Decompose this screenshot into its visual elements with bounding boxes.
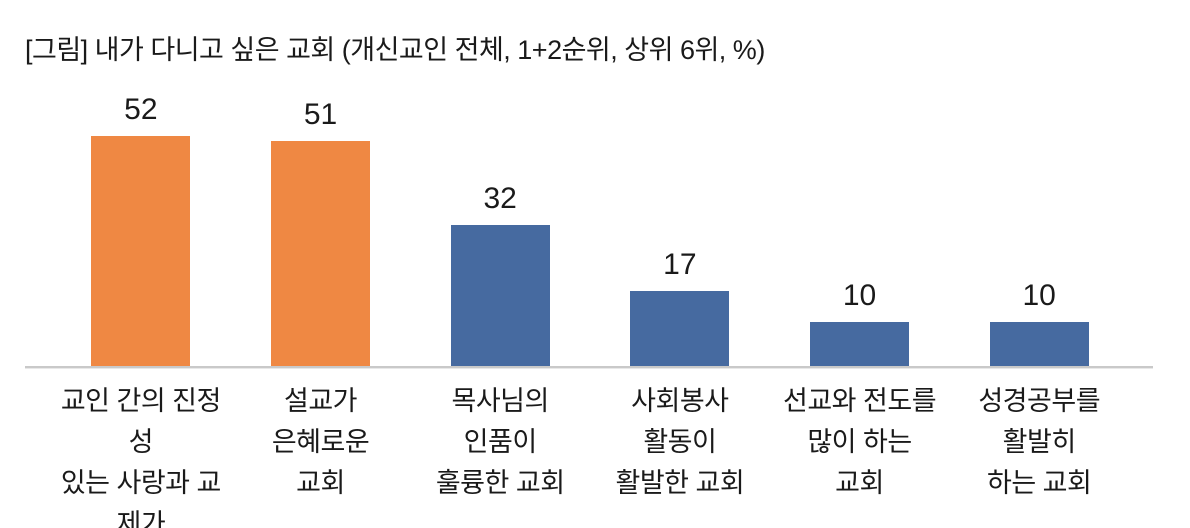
bar-column: 10 [770,46,950,366]
chart-title: [그림] 내가 다니고 싶은 교회 (개신교인 전체, 1+2순위, 상위 6위… [25,35,765,65]
plot-area: 52 51 32 17 10 10 [51,46,1129,366]
bar-column: 32 [410,46,590,366]
bar [810,322,910,366]
bar [91,136,191,366]
bar [630,291,730,366]
bar-value-label: 10 [842,279,877,312]
bar [989,322,1089,366]
category-label: 교인 간의 진정성 있는 사랑과 교제가 있는 교회 [60,386,222,528]
category-label: 사회봉사 활동이 활발한 교회 [615,386,745,498]
category-label: 성경공부를 활발히 하는 교회 [978,386,1101,498]
category-axis: 교인 간의 진정성 있는 사랑과 교제가 있는 교회 설교가 은혜로운 교회 목… [51,381,1129,528]
bar [271,141,370,366]
bar-value-label: 51 [303,98,338,131]
bar-value-label: 32 [483,182,517,215]
bar [450,225,550,366]
bar-value-label: 17 [663,248,697,281]
bar-column: 51 [231,46,411,366]
bar-column: 17 [590,46,770,366]
bar-value-label: 52 [124,93,158,126]
bar-column: 52 [51,46,231,366]
x-axis-line [25,366,1153,369]
category-label: 설교가 은혜로운 교회 [271,386,370,498]
bar-column: 10 [949,46,1129,366]
bar-value-label: 10 [1022,279,1056,312]
category-label: 선교와 전도를 많이 하는 교회 [783,386,937,498]
category-label: 목사님의 인품이 훌륭한 교회 [435,386,565,498]
